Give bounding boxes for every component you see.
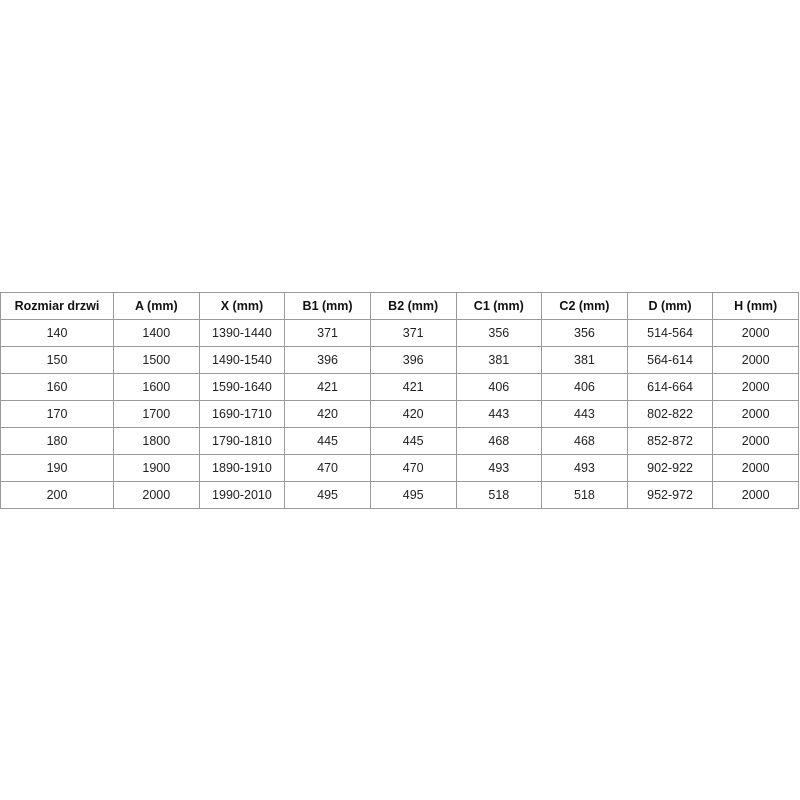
table-cell: 421 xyxy=(369,373,457,401)
column-header: C2 (mm) xyxy=(541,292,628,320)
table-cell: 445 xyxy=(284,427,371,455)
table-cell: 2000 xyxy=(712,481,799,509)
table-cell: 495 xyxy=(369,481,457,509)
table-cell: 468 xyxy=(541,427,628,455)
table-cell: 2000 xyxy=(712,319,799,347)
table-cell: 1690-1710 xyxy=(198,400,286,428)
table-cell: 170 xyxy=(0,400,114,428)
dimensions-table: Rozmiar drzwi A (mm) X (mm) B1 (mm) B2 (mm) C… xyxy=(0,292,799,509)
table-cell: 443 xyxy=(455,400,543,428)
table-cell: 952-972 xyxy=(626,481,714,509)
table-cell: 160 xyxy=(0,373,114,401)
table-cell: 470 xyxy=(369,454,457,482)
column-header: A (mm) xyxy=(113,292,200,320)
table-cell: 493 xyxy=(541,454,628,482)
table-cell: 518 xyxy=(455,481,543,509)
table-cell: 2000 xyxy=(712,346,799,374)
column-header: H (mm) xyxy=(712,292,799,320)
table-row: 140 1400 1390-1440 371 371 356 356 514-564 2000 xyxy=(0,319,799,347)
table-row: 180 1800 1790-1810 445 445 468 468 852-872 2000 xyxy=(0,427,799,455)
table-cell: 420 xyxy=(284,400,371,428)
table-cell: 1890-1910 xyxy=(198,454,286,482)
table-cell: 200 xyxy=(0,481,114,509)
table-row: 150 1500 1490-1540 396 396 381 381 564-614 2000 xyxy=(0,346,799,374)
column-header: C1 (mm) xyxy=(455,292,543,320)
table-cell: 356 xyxy=(541,319,628,347)
table-cell: 2000 xyxy=(712,427,799,455)
table-cell: 445 xyxy=(369,427,457,455)
table-cell: 902-922 xyxy=(626,454,714,482)
table-row: 190 1900 1890-1910 470 470 493 493 902-922 2000 xyxy=(0,454,799,482)
column-header: B1 (mm) xyxy=(284,292,371,320)
table-cell: 470 xyxy=(284,454,371,482)
column-header: D (mm) xyxy=(626,292,714,320)
table-cell: 564-614 xyxy=(626,346,714,374)
table-cell: 2000 xyxy=(113,481,200,509)
table-cell: 2000 xyxy=(712,400,799,428)
table-cell: 614-664 xyxy=(626,373,714,401)
table-cell: 2000 xyxy=(712,454,799,482)
table-row: 160 1600 1590-1640 421 421 406 406 614-664 2000 xyxy=(0,373,799,401)
table-cell: 406 xyxy=(455,373,543,401)
table-cell: 420 xyxy=(369,400,457,428)
column-header: B2 (mm) xyxy=(369,292,457,320)
table-cell: 1590-1640 xyxy=(198,373,286,401)
table-cell: 1990-2010 xyxy=(198,481,286,509)
table-cell: 852-872 xyxy=(626,427,714,455)
table-cell: 493 xyxy=(455,454,543,482)
table-cell: 190 xyxy=(0,454,114,482)
table-cell: 1900 xyxy=(113,454,200,482)
table-cell: 396 xyxy=(369,346,457,374)
table-cell: 1390-1440 xyxy=(198,319,286,347)
table-cell: 443 xyxy=(541,400,628,428)
table-cell: 371 xyxy=(369,319,457,347)
table-cell: 140 xyxy=(0,319,114,347)
table-cell: 514-564 xyxy=(626,319,714,347)
table-cell: 2000 xyxy=(712,373,799,401)
table-cell: 1500 xyxy=(113,346,200,374)
table-cell: 371 xyxy=(284,319,371,347)
table-cell: 1400 xyxy=(113,319,200,347)
column-header: X (mm) xyxy=(198,292,286,320)
column-header: Rozmiar drzwi xyxy=(0,292,114,320)
table-cell: 468 xyxy=(455,427,543,455)
table-cell: 180 xyxy=(0,427,114,455)
table-cell: 421 xyxy=(284,373,371,401)
table-cell: 1790-1810 xyxy=(198,427,286,455)
table-cell: 406 xyxy=(541,373,628,401)
table-cell: 802-822 xyxy=(626,400,714,428)
table-cell: 381 xyxy=(455,346,543,374)
header-row: Rozmiar drzwi A (mm) X (mm) B1 (mm) B2 (mm) C… xyxy=(0,292,799,320)
table-cell: 1600 xyxy=(113,373,200,401)
table-cell: 1700 xyxy=(113,400,200,428)
table-cell: 396 xyxy=(284,346,371,374)
table-cell: 381 xyxy=(541,346,628,374)
table-row: 170 1700 1690-1710 420 420 443 443 802-822 2000 xyxy=(0,400,799,428)
table-cell: 356 xyxy=(455,319,543,347)
table-cell: 495 xyxy=(284,481,371,509)
table-cell: 150 xyxy=(0,346,114,374)
table-cell: 518 xyxy=(541,481,628,509)
table-cell: 1490-1540 xyxy=(198,346,286,374)
table-row: 200 2000 1990-2010 495 495 518 518 952-972 2000 xyxy=(0,481,799,509)
table-cell: 1800 xyxy=(113,427,200,455)
